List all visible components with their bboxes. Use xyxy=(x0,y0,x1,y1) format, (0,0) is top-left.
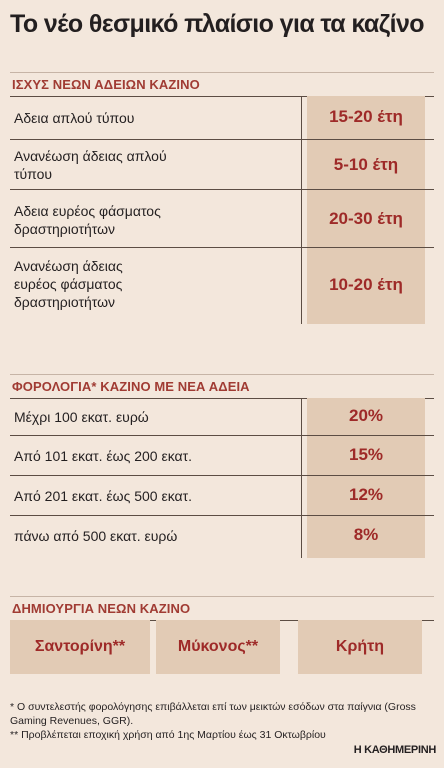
row-label: Αδεια απλού τύπου xyxy=(14,110,135,126)
row-value: 12% xyxy=(348,485,384,504)
row-value: 15-20 έτη xyxy=(329,107,403,126)
table-row: Ανανέωση άδειας ευρέος φάσματος δραστηρι… xyxy=(10,248,434,324)
row-label: Από 101 εκατ. έως 200 εκατ. xyxy=(14,448,193,464)
row-value: 10-20 έτη xyxy=(329,275,403,294)
row-value: 15% xyxy=(348,445,384,464)
footnote-tax-basis: * Ο συντελεστής φορολόγησης επιβάλλεται … xyxy=(10,701,416,727)
table-row: Αδεια ευρέος φάσματος δραστηριοτήτων 20-… xyxy=(10,190,434,248)
table-row: Αδεια απλού τύπου 15-20 έτη xyxy=(10,96,434,140)
row-label: πάνω από 500 εκατ. ευρώ xyxy=(14,528,178,544)
section-heading-new-casinos: ΔΗΜΙΟΥΡΓΙΑ ΝΕΩΝ ΚΑΖΙΝΟ xyxy=(10,596,434,621)
casino-location-label: Σαντορίνη** xyxy=(34,638,126,655)
source-credit: Η ΚΑΘΗΜΕΡΙΝΗ xyxy=(353,744,437,756)
casino-location-mykonos: Μύκονος** xyxy=(156,620,280,674)
table-row: Από 101 εκατ. έως 200 εκατ. 15% xyxy=(10,436,434,476)
row-value: 20-30 έτη xyxy=(329,209,403,228)
table-row: Μέχρι 100 εκατ. ευρώ 20% xyxy=(10,398,434,436)
column-divider xyxy=(301,398,302,558)
section-heading-license-duration: ΙΣΧΥΣ ΝΕΩΝ ΑΔΕΙΩΝ ΚΑΖΙΝΟ xyxy=(10,72,434,97)
table-row: πάνω από 500 εκατ. ευρώ 8% xyxy=(10,516,434,558)
section-heading-taxation: ΦΟΡΟΛΟΓΙΑ* ΚΑΖΙΝΟ ΜΕ ΝΕΑ ΑΔΕΙΑ xyxy=(10,374,434,399)
row-label: Αδεια ευρέος φάσματος δραστηριοτήτων xyxy=(14,203,161,237)
casino-location-label: Μύκονος** xyxy=(177,638,259,655)
casino-location-santorini: Σαντορίνη** xyxy=(10,620,150,674)
taxation-table: Μέχρι 100 εκατ. ευρώ 20% Από 101 εκατ. έ… xyxy=(10,398,434,558)
row-label: Μέχρι 100 εκατ. ευρώ xyxy=(14,409,149,425)
column-divider xyxy=(301,96,302,324)
row-value: 20% xyxy=(348,406,384,425)
table-row: Από 201 εκατ. έως 500 εκατ. 12% xyxy=(10,476,434,516)
value-column-shade xyxy=(307,96,425,324)
row-label: Από 201 εκατ. έως 500 εκατ. xyxy=(14,488,193,504)
value-column-shade xyxy=(307,398,425,558)
casino-location-label: Κρήτη xyxy=(335,638,385,655)
license-duration-table: Αδεια απλού τύπου 15-20 έτη Ανανέωση άδε… xyxy=(10,96,434,324)
row-value: 8% xyxy=(353,525,379,544)
row-value: 5-10 έτη xyxy=(333,155,399,174)
footnote-seasonal-use: ** Προβλέπεται εποχική χρήση από 1ης Μαρ… xyxy=(10,729,326,741)
row-label: Ανανέωση άδειας απλού τύπου xyxy=(14,148,167,182)
infographic-title: Το νέο θεσμικό πλαίσιο για τα καζίνο xyxy=(10,10,425,38)
casino-location-crete: Κρήτη xyxy=(298,620,422,674)
row-label: Ανανέωση άδειας ευρέος φάσματος δραστηρι… xyxy=(14,258,123,310)
table-row: Ανανέωση άδειας απλού τύπου 5-10 έτη xyxy=(10,140,434,190)
